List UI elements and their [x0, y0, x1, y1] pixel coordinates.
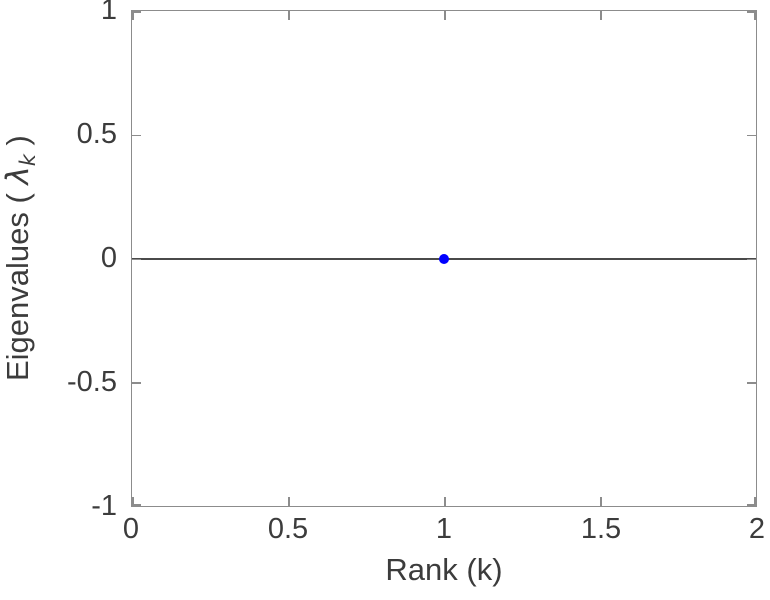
- x-tick-2-bottom: [754, 497, 756, 506]
- x-tick-1-bottom: [444, 497, 446, 506]
- y-tick-neg1-left: [132, 504, 141, 506]
- y-tick-0p5-right: [747, 134, 756, 137]
- x-tick-0p5-top: [288, 11, 290, 20]
- y-tick-label-neg0p5: -0.5: [67, 366, 117, 398]
- y-tick-0-left: [132, 258, 141, 261]
- y-axis-title-prefix: Eigenvalues (: [0, 185, 35, 382]
- plot-area[interactable]: [131, 10, 757, 507]
- y-tick-1-right: [747, 11, 756, 13]
- lambda-symbol: λ: [0, 166, 36, 186]
- y-axis-title-text: Eigenvalues ( λk ): [0, 136, 46, 382]
- x-tick-1p5-top: [600, 11, 602, 20]
- y-axis-title: Eigenvalues ( λk ): [0, 0, 46, 517]
- x-tick-label-1: 1: [435, 513, 453, 545]
- y-axis-title-suffix: ): [0, 135, 35, 155]
- y-tick-label-neg1: -1: [91, 490, 117, 522]
- x-axis-title: Rank (k): [385, 552, 503, 587]
- y-tick-label-1: 1: [100, 0, 117, 26]
- x-tick-label-0: 0: [122, 513, 140, 545]
- y-tick-1-left: [132, 11, 141, 13]
- y-tick-0-right: [747, 258, 756, 261]
- lambda-subscript: k: [16, 154, 41, 167]
- x-tick-0-bottom: [132, 497, 134, 506]
- y-tick-label-0p5: 0.5: [76, 118, 117, 150]
- y-tick-0p5-left: [132, 134, 141, 137]
- x-tick-0p5-bottom: [288, 497, 290, 506]
- y-tick-label-0: 0: [100, 242, 117, 274]
- x-tick-0-top: [132, 11, 134, 20]
- x-tick-1p5-bottom: [600, 497, 602, 506]
- y-tick-neg0p5-right: [747, 382, 756, 384]
- y-tick-neg1-right: [747, 504, 756, 506]
- y-tick-neg0p5-left: [132, 382, 141, 384]
- x-tick-label-1p5: 1.5: [580, 513, 622, 545]
- x-tick-label-2: 2: [748, 513, 766, 545]
- data-point-marker[interactable]: [439, 253, 449, 264]
- x-tick-label-0p5: 0.5: [267, 513, 309, 545]
- plot-inner: [132, 11, 756, 506]
- x-tick-2-top: [754, 11, 756, 20]
- x-tick-1-top: [444, 11, 446, 20]
